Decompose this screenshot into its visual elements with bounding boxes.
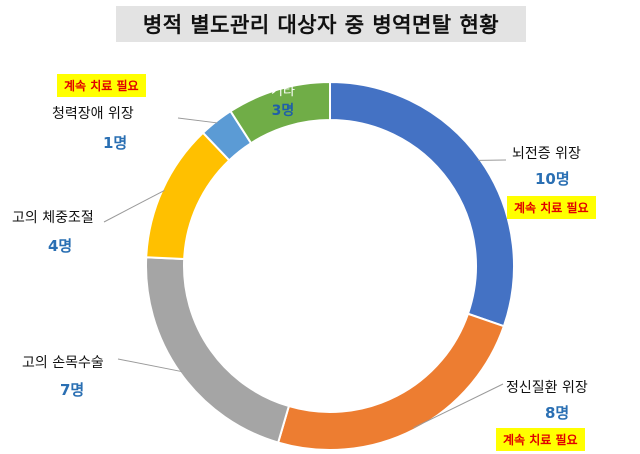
count-weight-control: 4명: [48, 237, 73, 255]
leader-line-hearing-impairment: [177, 117, 218, 124]
label-wrist-surgery: 고의 손목수술: [22, 355, 104, 371]
count-other: 3명: [272, 102, 295, 119]
note-epilepsy: 계속 치료 필요: [507, 196, 596, 219]
count-wrist-surgery: 7명: [60, 381, 85, 399]
leader-line-mental-illness: [413, 383, 504, 429]
note-hearing-impairment: 계속 치료 필요: [57, 74, 146, 97]
slice-epilepsy: [329, 80, 515, 328]
label-hearing-impairment: 청력장애 위장: [52, 106, 134, 122]
count-mental-illness: 8명: [545, 404, 570, 422]
leader-line-wrist-surgery: [117, 358, 182, 373]
label-other: 기타: [271, 84, 295, 99]
slice-weight-control: [145, 131, 231, 261]
slice-mental-illness: [276, 312, 506, 451]
note-mental-illness: 계속 치료 필요: [496, 428, 585, 451]
chart-title: 병적 별도관리 대상자 중 병역면탈 현황: [116, 6, 526, 42]
leader-line-weight-control: [103, 189, 165, 223]
label-weight-control: 고의 체중조절: [12, 210, 94, 226]
slice-other: [229, 80, 331, 145]
count-hearing-impairment: 1명: [103, 134, 128, 152]
label-epilepsy: 뇌전증 위장: [512, 146, 581, 162]
label-mental-illness: 정신질환 위장: [506, 380, 588, 396]
count-epilepsy: 10명: [535, 170, 570, 188]
slice-wrist-surgery: [145, 256, 291, 444]
